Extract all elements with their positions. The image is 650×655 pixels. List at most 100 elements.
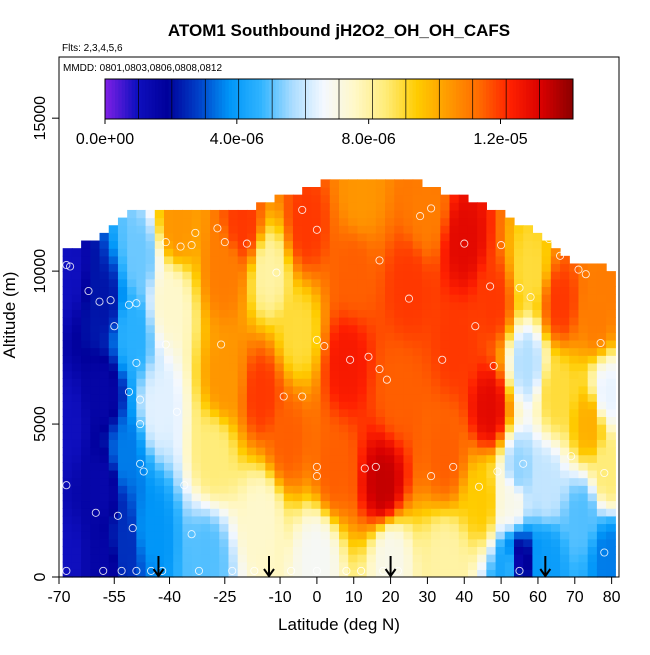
heatmap-cell (320, 294, 331, 303)
heatmap-cell (449, 401, 460, 410)
heatmap-cell (375, 179, 386, 188)
heatmap-cell (302, 317, 312, 326)
heatmap-cell (237, 378, 248, 387)
heatmap-cell (283, 477, 294, 486)
heatmap-cell (265, 408, 276, 418)
heatmap-cell (246, 232, 257, 242)
heatmap-cell (385, 431, 395, 440)
heatmap-cell (458, 416, 469, 425)
heatmap-cell (431, 492, 441, 502)
heatmap-cell (154, 332, 165, 341)
heatmap-cell (412, 324, 423, 333)
heatmap-cell (329, 454, 340, 463)
heatmap-cell (302, 255, 312, 265)
heatmap-cell (495, 561, 506, 570)
heatmap-cell (256, 324, 266, 333)
heatmap-cell (292, 424, 303, 433)
heatmap-cell (550, 385, 561, 395)
heatmap-cell (90, 469, 101, 479)
heatmap-cell (99, 240, 110, 249)
heatmap-cell (560, 469, 570, 479)
sample-point (124, 387, 134, 396)
heatmap-cell (412, 202, 423, 211)
heatmap-cell (302, 401, 312, 410)
heatmap-cell (136, 447, 147, 456)
heatmap-cell (458, 385, 469, 395)
heatmap-cell (366, 179, 377, 188)
heatmap-cell (394, 217, 405, 226)
heatmap-cell (200, 569, 211, 578)
heatmap-cell (191, 469, 202, 479)
heatmap-cell (514, 492, 524, 502)
heatmap-cell (99, 462, 110, 471)
heatmap-cell (145, 332, 156, 341)
heatmap-cell (357, 569, 368, 578)
heatmap-cell (108, 271, 119, 280)
heatmap-cell (182, 271, 193, 280)
heatmap-cell (256, 454, 266, 463)
heatmap-cell (246, 531, 257, 540)
heatmap-cell (62, 370, 73, 379)
heatmap-cell (228, 232, 239, 242)
heatmap-cell (154, 416, 165, 425)
heatmap-cell (458, 531, 469, 540)
heatmap-cell (477, 393, 487, 402)
heatmap-cell (504, 454, 515, 463)
heatmap-cell (145, 439, 156, 448)
heatmap-cell (302, 469, 312, 479)
heatmap-cell (329, 202, 340, 211)
heatmap-cell (228, 569, 239, 578)
heatmap-cell (292, 401, 303, 410)
heatmap-cell (514, 385, 524, 395)
heatmap-cell (173, 546, 184, 555)
heatmap-cell (569, 332, 580, 341)
heatmap-cell (366, 255, 377, 265)
heatmap-cell (495, 347, 506, 356)
colorbar-segment (452, 79, 457, 119)
heatmap-cell (514, 561, 524, 570)
heatmap-cell (596, 355, 607, 364)
heatmap-cell (154, 286, 165, 295)
heatmap-cell (311, 469, 322, 479)
heatmap-cell (200, 416, 211, 425)
heatmap-cell (283, 301, 294, 310)
heatmap-cell (256, 408, 266, 418)
heatmap-cell (228, 278, 239, 288)
heatmap-cell (228, 554, 239, 563)
heatmap-cell (329, 447, 340, 456)
colorbar-segment (225, 79, 230, 119)
heatmap-cell (210, 271, 220, 280)
heatmap-cell (357, 385, 368, 395)
heatmap-cell (348, 416, 359, 425)
heatmap-cell (283, 554, 294, 563)
colorbar-segment (258, 79, 263, 119)
heatmap-cell (164, 500, 174, 509)
heatmap-cell (311, 462, 322, 471)
heatmap-cell (449, 263, 460, 272)
heatmap-cell (108, 431, 119, 440)
heatmap-cell (339, 248, 349, 257)
heatmap-cell (136, 240, 147, 249)
heatmap-cell (182, 370, 193, 379)
heatmap-cell (495, 447, 506, 456)
heatmap-cell (302, 209, 312, 219)
heatmap-cell (173, 477, 184, 486)
heatmap-cell (458, 301, 469, 310)
heatmap-cell (173, 538, 184, 548)
heatmap-cell (375, 217, 386, 226)
heatmap-cell (587, 385, 598, 395)
heatmap-cell (569, 561, 580, 570)
heatmap-cell (127, 255, 137, 265)
sample-point (139, 467, 148, 476)
heatmap-cell (357, 301, 368, 310)
heatmap-cell (394, 538, 405, 548)
heatmap-cell (587, 554, 598, 563)
heatmap-cell (237, 500, 248, 509)
heatmap-cell (182, 546, 193, 555)
heatmap-cell (403, 240, 414, 249)
heatmap-cell (550, 439, 561, 448)
heatmap-cell (523, 439, 534, 448)
heatmap-cell (311, 209, 322, 219)
heatmap-cell (375, 301, 386, 310)
heatmap-cell (292, 362, 303, 372)
